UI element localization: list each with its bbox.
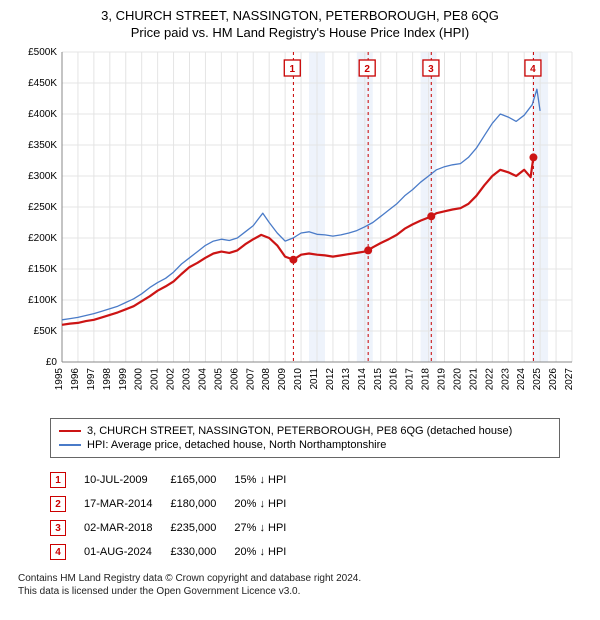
sale-price: £330,000 [170,540,234,564]
y-tick-label: £100K [28,295,57,306]
x-tick-label: 2026 [548,368,559,391]
y-tick-label: £0 [46,357,58,368]
x-tick-label: 2013 [341,368,352,391]
legend-row: HPI: Average price, detached house, Nort… [59,439,551,451]
legend-swatch [59,430,81,432]
x-tick-label: 2012 [325,368,336,391]
y-tick-label: £350K [28,140,57,151]
table-row: 1 10-JUL-2009£165,00015% ↓ HPI [50,468,304,492]
page: 3, CHURCH STREET, NASSINGTON, PETERBOROU… [0,0,600,606]
chart: £0 £50K £100K £150K £200K £250K £300K £350K £400… [20,46,580,406]
x-tick-label: 2024 [516,368,527,391]
x-tick-label: 1995 [54,368,65,391]
x-tick-label: 2000 [134,368,145,391]
x-tick-label: 1998 [102,368,113,391]
table-row: 2 17-MAR-2014£180,00020% ↓ HPI [50,492,304,516]
x-tick-label: 2017 [405,368,416,391]
x-tick-label: 2022 [484,368,495,391]
x-tick-label: 2004 [197,368,208,391]
y-tick-label: £400K [28,109,57,120]
address-title: 3, CHURCH STREET, NASSINGTON, PETERBOROU… [10,8,590,23]
x-tick-label: 2016 [389,368,400,391]
x-tick-label: 2018 [421,368,432,391]
sale-marker: 2 [50,496,66,512]
x-tick-label: 2023 [500,368,511,391]
chart-marker-label: 4 [530,64,536,75]
legend-row: 3, CHURCH STREET, NASSINGTON, PETERBOROU… [59,425,551,437]
sale-marker: 4 [50,544,66,560]
legend-swatch [59,444,81,445]
footnote-l2: This data is licensed under the Open Gov… [18,585,582,598]
x-tick-label: 1996 [70,368,81,391]
x-tick-label: 2010 [293,368,304,391]
x-tick-label: 2027 [564,368,575,391]
legend-text: 3, CHURCH STREET, NASSINGTON, PETERBOROU… [87,425,512,437]
table-row: 4 01-AUG-2024£330,00020% ↓ HPI [50,540,304,564]
sale-delta: 20% ↓ HPI [234,540,304,564]
sale-price: £165,000 [170,468,234,492]
table-row: 3 02-MAR-2018£235,00027% ↓ HPI [50,516,304,540]
x-tick-label: 2005 [213,368,224,391]
chart-svg: £0 £50K £100K £150K £200K £250K £300K £350K £400… [20,46,580,406]
y-tick-label: £200K [28,233,57,244]
y-tick-label: £250K [28,202,57,213]
sale-marker: 3 [50,520,66,536]
sale-delta: 15% ↓ HPI [234,468,304,492]
x-tick-label: 2007 [245,368,256,391]
sale-delta: 20% ↓ HPI [234,492,304,516]
y-tick-label: £450K [28,78,57,89]
x-tick-label: 2009 [277,368,288,391]
footnote-l1: Contains HM Land Registry data © Crown c… [18,572,582,585]
x-tick-label: 2025 [532,368,543,391]
x-tick-label: 2003 [182,368,193,391]
chart-marker-label: 3 [428,64,434,75]
sale-price: £235,000 [170,516,234,540]
y-tick-label: £150K [28,264,57,275]
title-block: 3, CHURCH STREET, NASSINGTON, PETERBOROU… [10,8,590,40]
x-tick-label: 2020 [452,368,463,391]
sales-table: 1 10-JUL-2009£165,00015% ↓ HPI 2 17-MAR-201… [50,468,304,564]
footnote: Contains HM Land Registry data © Crown c… [18,572,582,598]
x-tick-label: 2006 [229,368,240,391]
y-tick-label: £300K [28,171,57,182]
subtitle: Price paid vs. HM Land Registry's House … [10,25,590,40]
sale-price: £180,000 [170,492,234,516]
x-tick-label: 2014 [357,368,368,391]
sale-date: 01-AUG-2024 [84,540,170,564]
x-tick-label: 1997 [86,368,97,391]
x-tick-label: 2002 [166,368,177,391]
y-tick-label: £50K [34,326,58,337]
sale-date: 02-MAR-2018 [84,516,170,540]
sale-marker: 1 [50,472,66,488]
x-tick-label: 2008 [261,368,272,391]
x-tick-label: 2001 [150,368,161,391]
x-tick-label: 1999 [118,368,129,391]
sale-delta: 27% ↓ HPI [234,516,304,540]
x-tick-label: 2015 [373,368,384,391]
legend: 3, CHURCH STREET, NASSINGTON, PETERBOROU… [50,418,560,458]
x-tick-label: 2021 [468,368,479,391]
legend-text: HPI: Average price, detached house, Nort… [87,439,386,451]
y-tick-label: £500K [28,47,57,58]
x-tick-label: 2019 [437,368,448,391]
sale-date: 10-JUL-2009 [84,468,170,492]
chart-marker-label: 2 [364,64,370,75]
chart-marker-label: 1 [290,64,296,75]
sale-date: 17-MAR-2014 [84,492,170,516]
x-tick-label: 2011 [309,368,320,390]
